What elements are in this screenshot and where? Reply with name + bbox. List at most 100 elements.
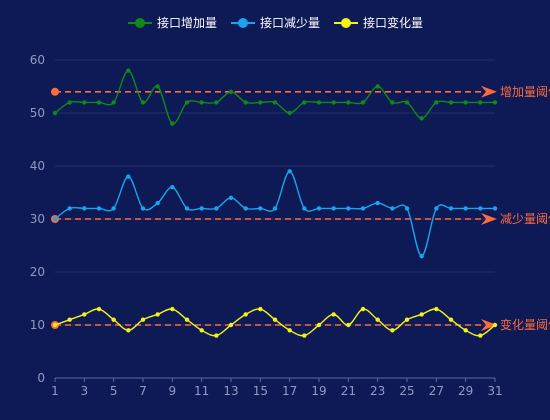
series-1-point-20 bbox=[331, 206, 336, 211]
series-0-point-24 bbox=[390, 100, 395, 105]
legend: 接口增加量 接口减少量 接口变化量 bbox=[128, 15, 423, 30]
series-1-point-7 bbox=[140, 206, 146, 211]
series-2-point-19 bbox=[316, 322, 322, 328]
series-0-point-29 bbox=[463, 100, 468, 105]
series-0-point-25 bbox=[404, 100, 410, 105]
series-2-point-18 bbox=[302, 333, 307, 338]
series-0-point-21 bbox=[346, 100, 351, 105]
series-2-point-22 bbox=[360, 306, 366, 312]
series-1-point-17 bbox=[287, 169, 292, 174]
x-tick-label-19: 19 bbox=[311, 384, 326, 398]
threshold-arrow-2 bbox=[481, 319, 497, 331]
series-0-point-31 bbox=[492, 100, 498, 105]
series-1-point-11 bbox=[199, 206, 204, 211]
series-1-point-25 bbox=[404, 206, 410, 211]
series-2-point-4 bbox=[96, 306, 102, 312]
x-tick-label-27: 27 bbox=[429, 384, 444, 398]
series-1-point-6 bbox=[126, 174, 131, 179]
series-1-point-1 bbox=[52, 216, 58, 222]
x-tick-label-25: 25 bbox=[399, 384, 414, 398]
series-2-point-21 bbox=[346, 322, 351, 328]
series-2-point-3 bbox=[82, 312, 87, 317]
series-1-point-4 bbox=[96, 206, 102, 211]
x-tick-label-9: 9 bbox=[169, 384, 177, 398]
series-2-point-7 bbox=[140, 317, 146, 322]
series-1-point-5 bbox=[111, 206, 116, 211]
series-line-2 bbox=[54, 308, 496, 337]
x-tick-label-5: 5 bbox=[110, 384, 118, 398]
series-1-point-14 bbox=[243, 206, 248, 211]
series-2-point-13 bbox=[228, 322, 234, 328]
series-0-point-8 bbox=[155, 84, 160, 89]
series-0-point-19 bbox=[316, 100, 322, 105]
x-tick-label-29: 29 bbox=[458, 384, 473, 398]
series-1-point-23 bbox=[375, 200, 380, 206]
series-0-point-4 bbox=[96, 100, 102, 105]
x-tick-label-11: 11 bbox=[194, 384, 209, 398]
series-2-point-17 bbox=[287, 328, 292, 333]
series-1-point-27 bbox=[434, 206, 439, 211]
y-tick-label-40: 40 bbox=[30, 159, 45, 173]
series-2-point-2 bbox=[67, 317, 72, 322]
series-1-point-29 bbox=[463, 206, 468, 211]
series-2-point-23 bbox=[375, 317, 380, 322]
series-0-point-28 bbox=[448, 100, 454, 105]
series-0-point-12 bbox=[214, 100, 219, 105]
x-tick-label-23: 23 bbox=[370, 384, 385, 398]
y-tick-label-0: 0 bbox=[37, 371, 45, 385]
legend-label-0[interactable]: 接口增加量 bbox=[157, 15, 217, 30]
series-0-point-7 bbox=[140, 100, 146, 105]
series-0-point-26 bbox=[419, 116, 424, 121]
x-tick-label-21: 21 bbox=[341, 384, 356, 398]
legend-label-1[interactable]: 接口减少量 bbox=[260, 15, 320, 30]
series-2-point-15 bbox=[258, 306, 263, 312]
series-1-point-16 bbox=[272, 206, 278, 211]
series-0-point-27 bbox=[434, 100, 439, 105]
series-2-point-10 bbox=[184, 317, 190, 322]
x-tick-label-15: 15 bbox=[253, 384, 268, 398]
series-0-point-3 bbox=[82, 100, 87, 105]
series-0-point-2 bbox=[67, 100, 72, 105]
series-2-point-31 bbox=[492, 322, 498, 328]
x-tick-label-1: 1 bbox=[51, 384, 59, 398]
threshold-label-2: 变化量阈值 bbox=[500, 317, 550, 332]
series-0-point-13 bbox=[228, 89, 234, 95]
series-1-point-31 bbox=[492, 206, 498, 211]
x-tick-label-3: 3 bbox=[81, 384, 89, 398]
series-2-point-27 bbox=[434, 306, 439, 312]
series-2-point-25 bbox=[404, 317, 410, 322]
series-2-point-9 bbox=[170, 306, 175, 312]
series-0-point-6 bbox=[126, 68, 131, 73]
series-lines bbox=[52, 68, 498, 338]
series-0-point-23 bbox=[375, 84, 380, 89]
y-tick-label-60: 60 bbox=[30, 53, 45, 67]
legend-swatch-dot-2[interactable] bbox=[341, 18, 351, 28]
series-1-point-8 bbox=[155, 200, 160, 206]
series-2-point-29 bbox=[463, 328, 468, 333]
threshold-label-0: 增加量阈值 bbox=[500, 84, 550, 99]
series-1-point-30 bbox=[478, 206, 483, 211]
legend-swatch-dot-1[interactable] bbox=[238, 18, 248, 28]
series-0-point-20 bbox=[331, 100, 336, 105]
series-1-point-21 bbox=[346, 206, 351, 211]
series-0-point-10 bbox=[184, 100, 190, 105]
series-0-point-16 bbox=[272, 100, 278, 105]
legend-swatch-dot-0[interactable] bbox=[135, 18, 145, 28]
series-1-point-28 bbox=[448, 206, 454, 211]
y-tick-label-50: 50 bbox=[30, 106, 45, 120]
threshold-label-1: 减少量阈值 bbox=[500, 211, 550, 226]
threshold-arrow-1 bbox=[481, 213, 497, 225]
series-1-point-10 bbox=[184, 206, 190, 211]
threshold-arrow-0 bbox=[481, 85, 497, 98]
threshold-lines: 增加量阈值减少量阈值变化量阈值 bbox=[51, 84, 550, 332]
series-2-point-20 bbox=[331, 312, 336, 317]
series-2-point-8 bbox=[155, 312, 160, 317]
series-1-point-26 bbox=[419, 253, 424, 259]
legend-label-2[interactable]: 接口变化量 bbox=[363, 15, 423, 30]
series-0-point-11 bbox=[199, 100, 204, 105]
series-2-point-30 bbox=[478, 333, 483, 338]
series-2-point-26 bbox=[419, 312, 424, 317]
series-0-point-15 bbox=[258, 100, 263, 105]
y-tick-label-20: 20 bbox=[30, 265, 45, 279]
